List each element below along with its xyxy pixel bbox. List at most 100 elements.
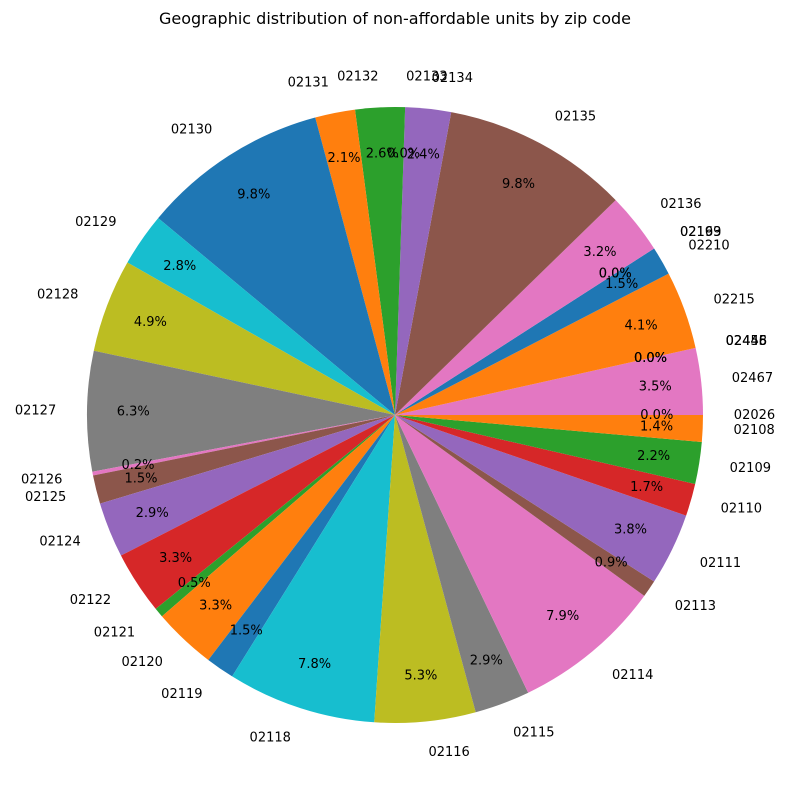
pie-slice-02132 — [354, 107, 406, 415]
slice-label-02215: 02215 — [713, 292, 754, 307]
pct-label-02199: 0.0% — [599, 266, 632, 281]
pct-label-02116: 5.3% — [404, 669, 437, 684]
pct-label-02124: 2.9% — [136, 506, 169, 521]
pie-slice-02126 — [92, 415, 396, 476]
pct-label-02114: 7.9% — [546, 609, 579, 624]
pct-label-02118: 7.8% — [298, 657, 331, 672]
slice-label-02113: 02113 — [675, 599, 716, 614]
pie-slice-02136 — [395, 200, 655, 415]
pct-label-02110: 1.7% — [630, 480, 663, 495]
pct-label-02133: 0.0% — [387, 146, 420, 161]
pct-label-02446: 0.0% — [634, 351, 667, 366]
slice-label-02131: 02131 — [288, 76, 329, 91]
pct-label-02163: 0.0% — [599, 266, 632, 281]
pct-label-02111: 3.8% — [614, 522, 647, 537]
pie-slices — [87, 107, 703, 723]
pie-slice-02116 — [374, 415, 476, 723]
pct-label-02131: 2.1% — [327, 151, 360, 166]
slice-label-02210: 02210 — [688, 238, 729, 253]
slice-label-02199: 02199 — [680, 225, 721, 240]
slice-label-02109: 02109 — [730, 461, 771, 476]
pie-slice-02109 — [395, 415, 702, 485]
pct-label-02121: 0.5% — [178, 576, 211, 591]
pie-slice-02210 — [395, 248, 669, 415]
pie-slice-02131 — [315, 109, 395, 415]
pie-slice-02111 — [395, 415, 687, 582]
slice-label-02124: 02124 — [39, 535, 80, 550]
pie-slice-02108 — [395, 415, 703, 443]
slice-label-02026: 02026 — [734, 408, 775, 423]
slice-label-02446: 02446 — [726, 334, 767, 349]
slice-label-02110: 02110 — [721, 501, 762, 516]
pct-label-02130: 9.8% — [237, 188, 270, 203]
pct-label-02113: 0.9% — [595, 556, 628, 571]
pct-label-02126: 0.2% — [121, 458, 154, 473]
percentage-labels: 0.0%3.5%0.0%0.0%0.0%4.1%1.5%0.0%0.0%3.2%… — [117, 146, 674, 683]
slice-label-02134: 02134 — [432, 71, 473, 86]
slice-label-02115: 02115 — [513, 726, 554, 741]
pct-label-02125: 1.5% — [124, 471, 157, 486]
pie-slice-02134 — [395, 107, 452, 415]
pct-label-02134: 2.4% — [407, 148, 440, 163]
pie-slice-02121 — [155, 415, 395, 617]
pie-slice-02129 — [127, 218, 395, 415]
slice-label-02126: 02126 — [21, 472, 62, 487]
pct-label-02120: 3.3% — [199, 599, 232, 614]
slice-label-02111: 02111 — [700, 556, 741, 571]
slice-label-02127: 02127 — [15, 404, 56, 419]
pct-label-02215: 4.1% — [625, 319, 658, 334]
pct-label-02129: 2.8% — [163, 259, 196, 274]
slice-label-02108: 02108 — [733, 423, 774, 438]
slice-label-02121: 02121 — [94, 625, 135, 640]
pie-slice-02115 — [395, 415, 529, 713]
pie-slice-02122 — [120, 415, 396, 609]
pct-label-02122: 3.3% — [159, 551, 192, 566]
pie-slice-02127 — [87, 350, 396, 472]
pie-slice-02215 — [395, 273, 696, 415]
slice-label-02132: 02132 — [337, 70, 378, 85]
slice-label-02135: 02135 — [555, 109, 596, 124]
slice-label-02458: 02458 — [726, 334, 767, 349]
pct-label-02127: 6.3% — [117, 405, 150, 420]
slice-label-02128: 02128 — [37, 287, 78, 302]
pct-label-02445: 0.0% — [634, 351, 667, 366]
slice-label-02116: 02116 — [428, 745, 469, 760]
slice-label-02467: 02467 — [732, 371, 773, 386]
pie-slice-02114 — [395, 415, 645, 693]
chart-title: Geographic distribution of non-affordabl… — [159, 9, 631, 28]
pie-slice-02135 — [395, 112, 616, 416]
slice-label-02119: 02119 — [161, 687, 202, 702]
pct-label-02135: 9.8% — [502, 177, 535, 192]
slice-label-02122: 02122 — [70, 593, 111, 608]
pct-label-02132: 2.6% — [366, 147, 399, 162]
pct-label-02115: 2.9% — [470, 653, 503, 668]
slice-label-02445: 02445 — [726, 334, 767, 349]
slice-label-02163: 02163 — [680, 225, 721, 240]
pie-slice-02119 — [208, 415, 395, 677]
pie-slice-02118 — [232, 415, 395, 723]
pct-label-02119: 1.5% — [230, 623, 263, 638]
pie-slice-02130 — [158, 117, 395, 416]
pct-label-02467: 3.5% — [639, 379, 672, 394]
pct-label-02128: 4.9% — [134, 315, 167, 330]
slice-label-02118: 02118 — [250, 730, 291, 745]
slice-label-02125: 02125 — [25, 490, 66, 505]
slice-label-02120: 02120 — [122, 655, 163, 670]
pie-slice-02124 — [100, 415, 396, 556]
pct-label-02458: 0.0% — [634, 351, 667, 366]
pct-label-02109: 2.2% — [637, 449, 670, 464]
pct-label-02108: 1.4% — [640, 419, 673, 434]
pie-slice-02125 — [93, 415, 396, 504]
pie-slice-02113 — [395, 415, 655, 596]
slice-label-02114: 02114 — [612, 668, 653, 683]
pie-slice-02110 — [395, 415, 696, 516]
pie-slice-02128 — [93, 262, 395, 415]
pie-slice-02467 — [395, 347, 703, 415]
pct-label-02210: 1.5% — [605, 277, 638, 292]
slice-label-02133: 02133 — [406, 69, 447, 84]
slice-label-02136: 02136 — [660, 197, 701, 212]
slice-label-02130: 02130 — [171, 123, 212, 138]
